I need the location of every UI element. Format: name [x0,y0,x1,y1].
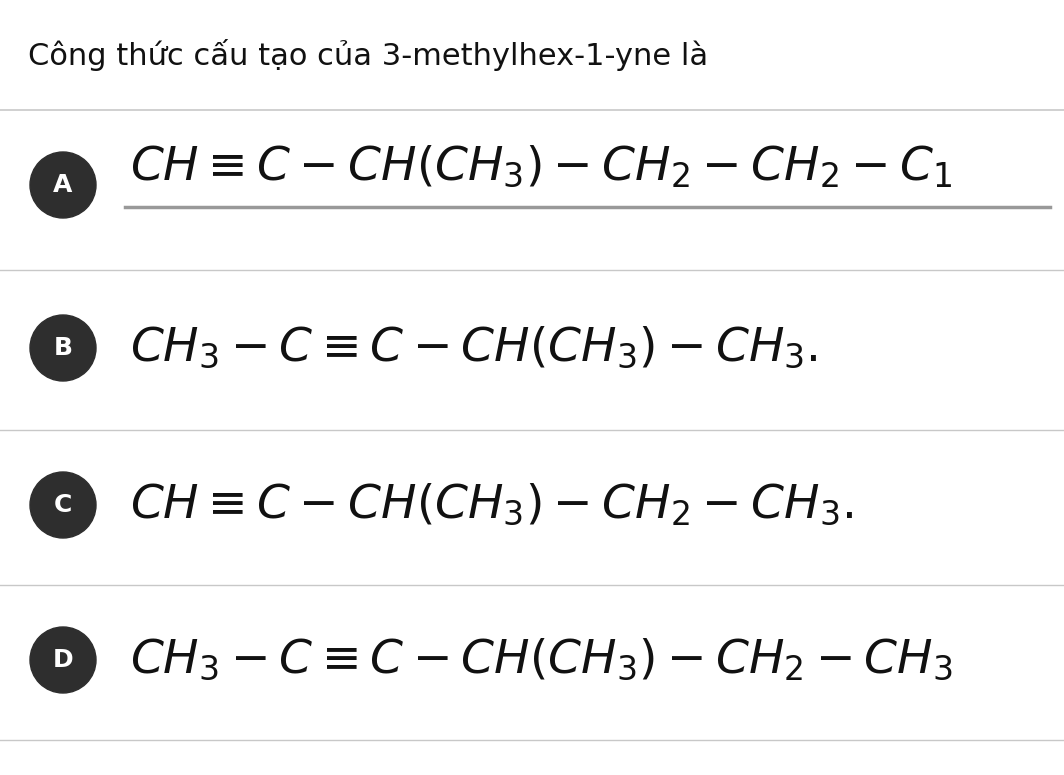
Text: $CH_3 - C \equiv C - CH(CH_3) - CH_3.$: $CH_3 - C \equiv C - CH(CH_3) - CH_3.$ [130,325,818,371]
Text: B: B [53,336,72,360]
Ellipse shape [30,315,96,381]
Ellipse shape [30,472,96,538]
Text: A: A [53,173,72,197]
Text: C: C [54,493,72,517]
Text: $CH \equiv C - CH(CH_3) - CH_2 - CH_3.$: $CH \equiv C - CH(CH_3) - CH_2 - CH_3.$ [130,482,853,528]
Ellipse shape [30,627,96,693]
Ellipse shape [30,152,96,218]
Text: Công thức cấu tạo của 3-methylhex-1-yne là: Công thức cấu tạo của 3-methylhex-1-yne … [28,39,709,71]
Text: $CH \equiv C - CH(CH_3) - CH_2 - CH_2 - C_1$: $CH \equiv C - CH(CH_3) - CH_2 - CH_2 - … [130,144,952,190]
Text: D: D [53,648,73,672]
Text: $CH_3 - C \equiv C - CH(CH_3) - CH_2 - CH_3$: $CH_3 - C \equiv C - CH(CH_3) - CH_2 - C… [130,637,952,683]
